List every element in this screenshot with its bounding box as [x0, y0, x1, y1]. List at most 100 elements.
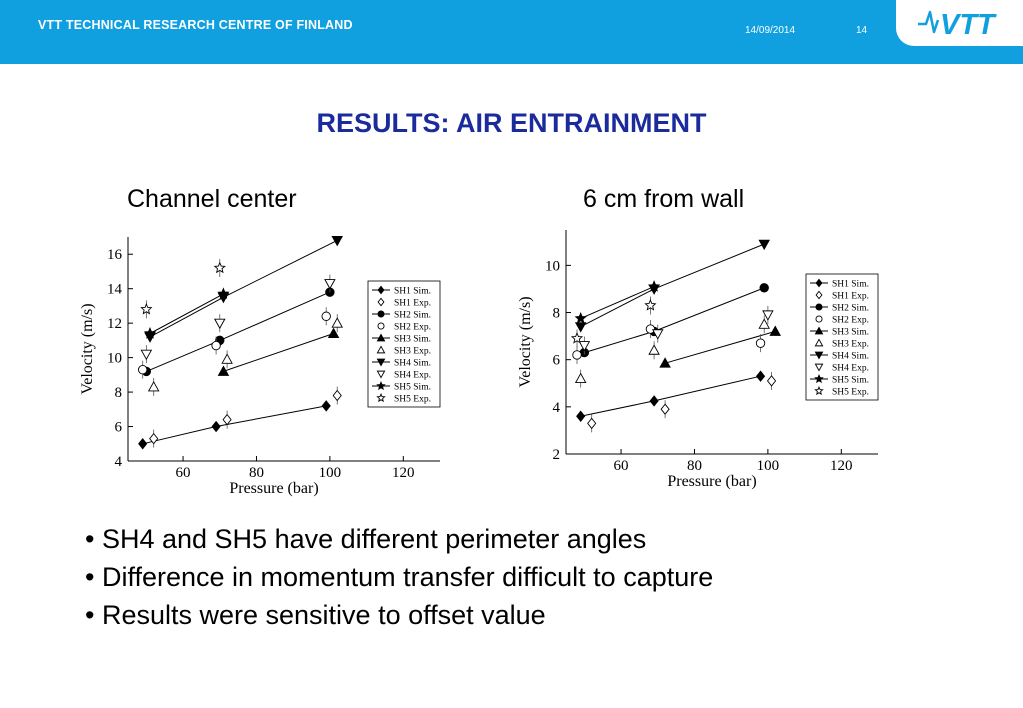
legend-label-sh2-sim: SH2 Sim.: [832, 304, 869, 314]
page-title: RESULTS: AIR ENTRAINMENT: [316, 108, 707, 138]
legend-label-sh4-sim: SH4 Sim.: [394, 359, 431, 369]
legend-label-sh2-exp: SH2 Exp.: [394, 323, 431, 333]
data-point-sh5-sim: [574, 312, 587, 324]
legend-marker-sh5-exp: [814, 386, 824, 396]
data-point-sh3-sim: [659, 357, 671, 368]
data-point-sh3-exp: [331, 317, 343, 328]
series-line-sh5-sim: [580, 286, 655, 319]
data-point-sh1-exp: [332, 389, 342, 402]
legend-marker-sh4-exp: [376, 370, 386, 379]
legend-label-sh1-sim: SH1 Sim.: [394, 287, 431, 297]
data-point-sh3-exp: [147, 380, 160, 392]
x-tick-label: 80: [687, 458, 702, 474]
y-tick-label: 14: [107, 282, 123, 298]
legend-label-sh4-exp: SH4 Exp.: [832, 364, 869, 374]
chart-channel-center: 60 80 100 120 4 6 8 10 12 14 16 Pressure (bar) Veloc…: [79, 235, 441, 497]
slide-date: 14/09/2014: [745, 25, 796, 36]
x-tick-label: 60: [176, 465, 191, 481]
data-point-sh1-exp: [660, 403, 670, 415]
legend-label-sh2-exp: SH2 Exp.: [832, 316, 869, 326]
legend-marker-sh1-exp: [815, 290, 823, 300]
data-point-sh1-sim: [321, 400, 331, 412]
data-point-sh5-exp: [644, 299, 657, 311]
data-point-sh1-sim: [755, 370, 766, 382]
legend-marker-sh2-exp: [377, 322, 385, 330]
data-point-sh5-sim: [647, 280, 661, 292]
y-tick-label: 8: [115, 385, 123, 401]
legend-marker-sh5-exp: [376, 393, 386, 403]
legend-marker-sh2-sim: [377, 310, 385, 318]
legend-label-sh5-sim: SH5 Sim.: [832, 376, 869, 386]
legend-label-sh3-exp: SH3 Exp.: [394, 347, 431, 357]
data-point-sh4-exp: [324, 279, 336, 290]
bullet-item: Difference in momentum transfer difficul…: [85, 558, 713, 596]
data-point-sh3-sim: [217, 365, 230, 376]
x-tick-label: 120: [830, 458, 853, 474]
data-point-sh5-exp: [140, 302, 153, 315]
data-point-sh1-exp: [766, 375, 777, 387]
legend-label-sh1-exp: SH1 Exp.: [394, 299, 431, 309]
x-tick-label: 80: [249, 465, 264, 481]
legend-marker-sh1-sim: [815, 278, 823, 288]
data-point-sh3-exp: [574, 372, 587, 383]
legend-label-sh3-sim: SH3 Sim.: [394, 335, 431, 345]
legend-label-sh3-exp: SH3 Exp.: [832, 340, 869, 350]
data-point-sh2-sim: [759, 283, 769, 293]
data-point-sh3-sim: [769, 325, 781, 336]
data-point-sh1-sim: [649, 395, 659, 407]
y-tick-label: 4: [553, 400, 561, 416]
series-line-sh5-sim: [149, 293, 224, 334]
legend-label-sh3-sim: SH3 Sim.: [832, 328, 869, 338]
series-line-sh3-sim: [223, 333, 334, 372]
legend-marker-sh3-sim: [376, 333, 386, 342]
data-point-sh1-exp: [222, 413, 232, 426]
legend-marker-sh3-sim: [814, 326, 824, 335]
data-point-sh4-sim: [758, 239, 770, 251]
data-point-sh3-exp: [758, 318, 770, 329]
legend-label-sh2-sim: SH2 Sim.: [394, 311, 431, 321]
y-tick-label: 8: [553, 306, 561, 322]
legend-label-sh1-exp: SH1 Exp.: [832, 292, 869, 302]
data-point-sh2-exp: [321, 311, 331, 321]
x-tick-label: 60: [614, 458, 629, 474]
legend-label-sh4-exp: SH4 Exp.: [394, 371, 431, 381]
legend-marker-sh4-sim: [376, 358, 386, 367]
data-point-sh2-exp: [572, 350, 582, 360]
series-line-sh2-sim: [146, 291, 331, 372]
legend-marker-sh3-exp: [376, 345, 386, 354]
y-tick-label: 6: [553, 353, 561, 369]
data-point-sh1-exp: [587, 417, 597, 430]
y-tick-label: 2: [553, 447, 561, 463]
data-point-sh3-exp: [221, 353, 233, 364]
data-point-sh4-exp: [578, 341, 591, 352]
legend-marker-sh1-sim: [377, 285, 385, 295]
data-point-sh4-sim: [331, 235, 343, 247]
y-tick-label: 16: [107, 247, 123, 263]
data-point-sh5-exp: [570, 332, 584, 344]
legend-label-sh5-sim: SH5 Sim.: [394, 383, 431, 393]
chart-right-subtitle: 6 cm from wall: [583, 185, 745, 213]
bullet-item: Results were sensitive to offset value: [85, 596, 713, 634]
series-line-sh1-sim: [580, 375, 761, 417]
data-point-sh5-exp: [213, 261, 226, 274]
data-point-sh4-exp: [140, 349, 153, 361]
y-tick-label: 10: [545, 258, 560, 274]
data-point-sh2-exp: [211, 340, 221, 351]
legend-label-sh1-sim: SH1 Sim.: [832, 280, 869, 290]
y-axis-label: Velocity (m/s): [517, 296, 534, 387]
chart-6cm-from-wall: 60 80 100 120 2 4 6 8 10 Pressure (bar) Velocity (…: [517, 230, 879, 490]
organization-name: VTT TECHNICAL RESEARCH CENTRE OF FINLAND: [38, 18, 353, 32]
chart-left-subtitle: Channel center: [127, 185, 297, 213]
data-point-sh1-sim: [211, 420, 221, 433]
series-line-sh3-sim: [664, 330, 776, 364]
data-point-sh5-sim: [143, 327, 157, 339]
logo-text: VTT: [940, 9, 997, 41]
logo-tab: VTT: [896, 0, 1023, 46]
data-point-sh1-exp: [149, 432, 159, 445]
legend-label-sh5-exp: SH5 Exp.: [394, 395, 431, 405]
y-tick-label: 10: [107, 351, 122, 367]
legend-marker-sh5-sim: [376, 381, 386, 391]
y-tick-label: 4: [115, 454, 123, 470]
data-point-sh2-exp: [755, 338, 766, 348]
data-point-sh2-exp: [645, 324, 656, 334]
